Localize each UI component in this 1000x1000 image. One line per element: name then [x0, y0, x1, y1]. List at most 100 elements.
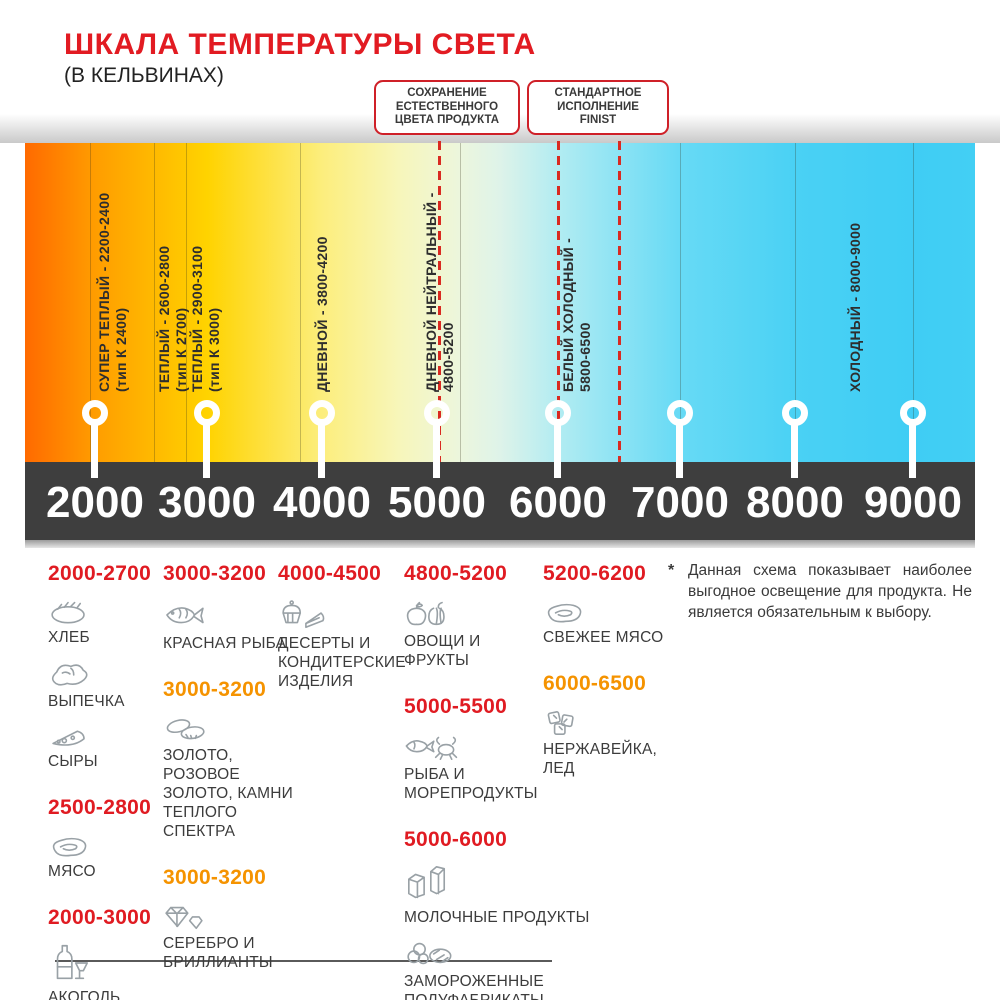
range-label: 6000-6500	[543, 672, 647, 695]
list-item: КРАСНАЯ РЫБА	[163, 596, 305, 653]
range-label: 4000-4500	[278, 562, 382, 585]
list-item: ХЛЕБ	[48, 596, 160, 647]
cheese-icon	[52, 730, 85, 746]
produce-icon	[406, 601, 445, 626]
scale-marker-stem	[909, 423, 916, 478]
scale-marker-stem	[554, 423, 561, 478]
callout-line: ЕСТЕСТВЕННОГО	[395, 100, 499, 113]
scale-marker-8000	[782, 400, 808, 426]
zone-separator	[90, 143, 91, 462]
zone-label-daylight: ДНЕВНОЙ - 3800-4200	[314, 236, 330, 392]
scale-marker-6000	[545, 400, 571, 426]
dashed-line-finist-right	[618, 126, 621, 470]
scale-marker-4000	[309, 400, 335, 426]
zone-separator	[300, 143, 301, 462]
callout-line: СОХРАНЕНИЕ	[407, 87, 487, 99]
kelvin-axis-bar	[25, 462, 975, 540]
list-item: НЕРЖАВЕЙКА, ЛЕД	[543, 706, 668, 778]
dashed-line-natural-color	[438, 126, 441, 470]
category-column-3: 4000-4500 ДЕСЕРТЫ И КОНДИТЕРСКИЕ ИЗДЕЛИЯ	[278, 556, 408, 700]
list-item: РЫБА И МОРЕПРОДУКТЫ	[404, 729, 537, 803]
page-title: ШКАЛА ТЕМПЕРАТУРЫ СВЕТА	[64, 28, 536, 61]
range-label: 3000-3200	[163, 678, 267, 701]
tick-2000: 2000	[46, 478, 144, 527]
footnote-asterisk: *	[668, 562, 675, 579]
zone-separator	[680, 143, 681, 462]
frozen-icon	[407, 942, 452, 965]
range-label: 3000-3200	[163, 866, 267, 889]
tick-3000: 3000	[158, 478, 256, 527]
tick-9000: 9000	[864, 478, 962, 527]
range-label: 3000-3200	[163, 562, 267, 585]
alcohol-icon	[56, 944, 89, 980]
ice-icon	[547, 711, 574, 736]
zone-separator	[186, 143, 187, 462]
range-label: 4800-5200	[404, 562, 508, 585]
range-label: 5200-6200	[543, 562, 647, 585]
list-item: ВЫПЕЧКА	[48, 656, 160, 711]
footnote-text: Данная схема показывает наиболее выгодно…	[688, 562, 972, 621]
kelvin-gradient-bar	[25, 143, 975, 462]
dairy-icon	[408, 865, 446, 899]
pastry-icon	[51, 664, 88, 686]
tick-7000: 7000	[631, 478, 729, 527]
range-label: 5000-6000	[404, 828, 508, 851]
zone-separator	[795, 143, 796, 462]
zone-label-cold: ХОЛОДНЫЙ - 8000-9000	[847, 222, 863, 392]
scale-marker-stem	[91, 423, 98, 478]
scale-marker-5000	[424, 400, 450, 426]
list-item: ОВОЩИ И ФРУКТЫ	[404, 596, 529, 670]
rings-icon	[166, 719, 205, 740]
tick-8000: 8000	[746, 478, 844, 527]
scale-marker-9000	[900, 400, 926, 426]
list-item: ЗОЛОТО, РОЗОВОЕ ЗОЛОТО, КАМНИ ТЕПЛОГО СП…	[163, 712, 305, 841]
page-subtitle: (В КЕЛЬВИНАХ)	[64, 64, 224, 87]
category-column-1: 2000-2700 ХЛЕБ ВЫПЕЧКА СЫРЫ 2500-2800	[48, 556, 160, 1000]
callout-finist-standard: СТАНДАРТНОЕ ИСПОЛНЕНИЕ FINIST	[527, 80, 669, 135]
callout-natural-color: СОХРАНЕНИЕ ЕСТЕСТВЕННОГО ЦВЕТА ПРОДУКТА	[374, 80, 520, 135]
zone-separator	[460, 143, 461, 462]
scale-marker-3000	[194, 400, 220, 426]
list-item: ДЕСЕРТЫ И КОНДИТЕРСКИЕ ИЗДЕЛИЯ	[278, 596, 408, 691]
dashed-line-finist-left	[557, 126, 560, 470]
scale-marker-stem	[676, 423, 683, 478]
category-column-4: 4800-5200 ОВОЩИ И ФРУКТЫ 5000-5500 РЫБА …	[404, 556, 589, 1000]
callout-line: СТАНДАРТНОЕ	[554, 87, 642, 99]
list-item: СЫРЫ	[48, 720, 160, 771]
tick-4000: 4000	[273, 478, 371, 527]
range-label: 2000-2700	[48, 562, 152, 585]
meat-icon	[52, 837, 87, 857]
axis-bar-shadow	[25, 540, 975, 548]
zone-separator	[154, 143, 155, 462]
meat-icon	[547, 603, 582, 623]
category-column-2: 3000-3200 КРАСНАЯ РЫБА 3000-3200 ЗОЛОТО,…	[163, 556, 305, 981]
scale-marker-stem	[791, 423, 798, 478]
range-label: 2500-2800	[48, 796, 152, 819]
category-column-5: 5200-6200 СВЕЖЕЕ МЯСО 6000-6500 НЕРЖАВЕЙ…	[543, 556, 668, 787]
callout-line: FINIST	[579, 114, 617, 126]
diamond-icon	[165, 906, 203, 930]
scale-marker-stem	[318, 423, 325, 478]
bottom-divider	[55, 960, 552, 962]
zone-label-daylight-neutral: ДНЕВНОЙ НЕЙТРАЛЬНЫЙ - 4800-5200	[423, 192, 456, 392]
list-item: СЕРЕБРО И БРИЛЛИАНТЫ	[163, 900, 305, 972]
zone-label-warm-3000: ТЕПЛЫЙ - 2900-3100 (тип К 3000)	[189, 245, 222, 392]
range-label: 5000-5500	[404, 695, 508, 718]
zone-label-super-warm: СУПЕР ТЕПЛЫЙ - 2200-2400 (тип К 2400)	[96, 192, 129, 392]
list-item: МЯСО	[48, 830, 160, 881]
list-item: МОЛОЧНЫЕ ПРОДУКТЫ	[404, 862, 589, 927]
scale-marker-stem	[203, 423, 210, 478]
scale-marker-2000	[82, 400, 108, 426]
fish-icon	[166, 607, 204, 624]
zone-separator	[913, 143, 914, 462]
scale-marker-7000	[667, 400, 693, 426]
dessert-icon	[282, 600, 325, 629]
zone-label-warm-2700: ТЕПЛЫЙ - 2600-2800 (тип К 2700)	[156, 245, 189, 392]
list-item: ЗАМОРОЖЕННЫЕ ПОЛУФАБРИКАТЫ	[404, 936, 544, 1000]
tick-5000: 5000	[388, 478, 486, 527]
scale-marker-stem	[433, 423, 440, 478]
bread-icon	[51, 601, 85, 624]
range-label: 2000-3000	[48, 906, 152, 929]
zone-label-white-cold: БЕЛЫЙ ХОЛОДНЫЙ - 5800-6500	[560, 237, 593, 392]
